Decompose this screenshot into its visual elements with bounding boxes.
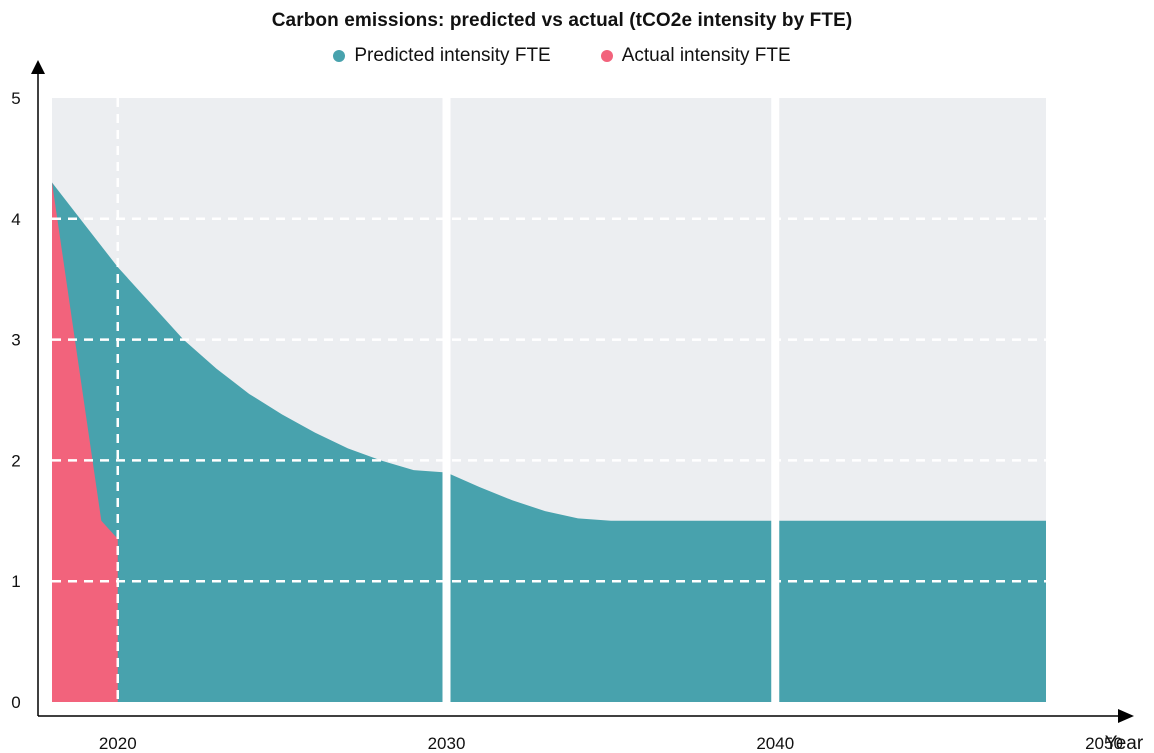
series-area-actual bbox=[52, 182, 118, 702]
y-tick-label-3: 3 bbox=[11, 331, 20, 350]
y-tick-label-5: 5 bbox=[11, 89, 20, 108]
legend-marker-predicted bbox=[333, 50, 346, 62]
y-tick-label-1: 1 bbox=[11, 572, 20, 591]
chart-title: Carbon emissions: predicted vs actual (t… bbox=[271, 10, 853, 31]
legend-marker-actual bbox=[600, 50, 613, 62]
x-tick-label-2020: 2020 bbox=[99, 734, 137, 753]
x-tick-label-2040: 2040 bbox=[756, 734, 794, 753]
legend-label-predicted: Predicted intensity FTE bbox=[354, 45, 551, 66]
y-axis-arrow bbox=[31, 60, 45, 74]
x-tick-label-2030: 2030 bbox=[428, 734, 466, 753]
y-tick-label-2: 2 bbox=[11, 451, 20, 470]
x-axis-arrow bbox=[1118, 709, 1134, 723]
y-tick-label-0: 0 bbox=[11, 693, 20, 712]
x-tick-label-2050: 2050 bbox=[1085, 734, 1123, 753]
legend-label-actual: Actual intensity FTE bbox=[621, 45, 791, 66]
x-axis-label: Year bbox=[1105, 733, 1144, 753]
legend-item-predicted: Predicted intensity FTE bbox=[333, 45, 551, 67]
chart-legend: Predicted intensity FTE Actual intensity… bbox=[0, 45, 1124, 67]
legend-item-actual: Actual intensity FTE bbox=[600, 45, 791, 67]
y-tick-label-4: 4 bbox=[11, 210, 20, 229]
series-area-predicted bbox=[52, 182, 1046, 702]
